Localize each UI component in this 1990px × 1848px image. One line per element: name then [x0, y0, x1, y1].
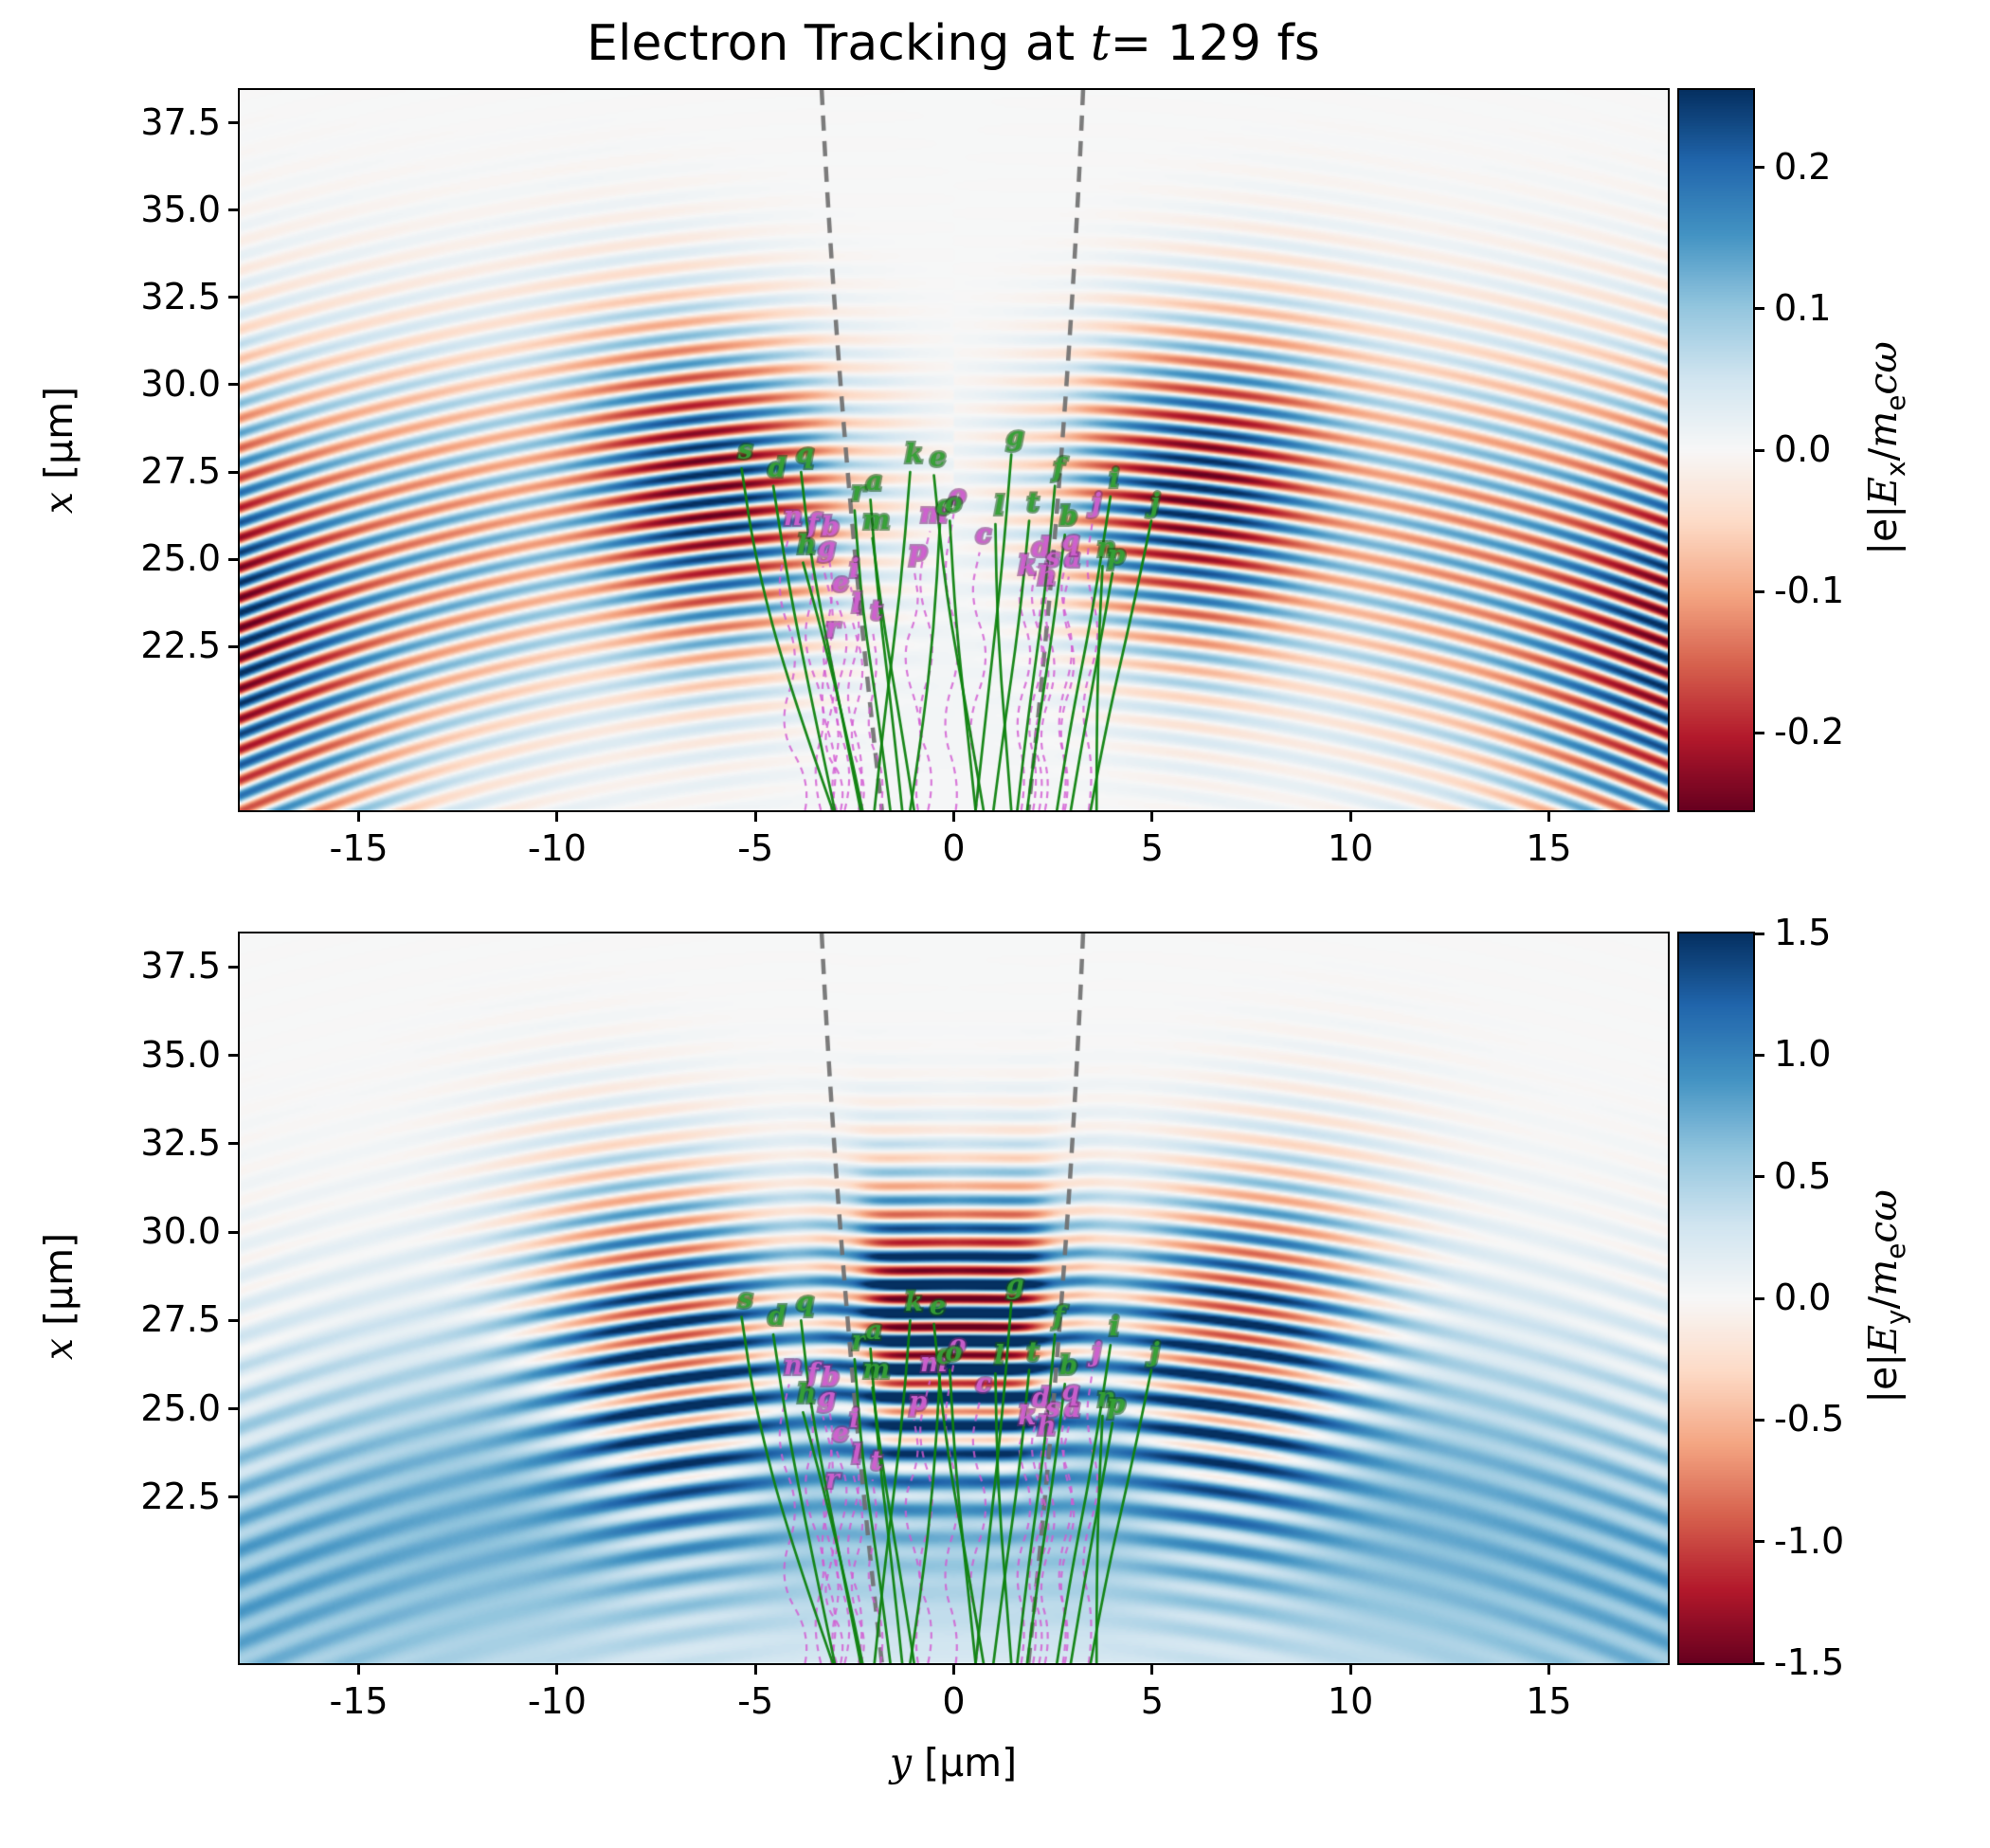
y-tick-mark: [228, 557, 238, 561]
colorbar-tick-label: -1.0: [1774, 1519, 1845, 1562]
x-tick-label: 0: [942, 1680, 966, 1722]
colorbar-tick-mark: [1755, 1418, 1764, 1422]
colorbar-label-ey: |e|Ey/mecω: [1859, 1189, 1912, 1404]
colorbar-ex: [1677, 88, 1755, 812]
colorbar-tick-label: -0.1: [1774, 570, 1845, 612]
y-tick-label: 30.0: [140, 1210, 221, 1253]
colorbar-tick-mark: [1755, 1296, 1764, 1300]
x-tick-mark: [1150, 1665, 1154, 1675]
colorbar-tick-label: -1.5: [1774, 1641, 1845, 1684]
y-tick-mark: [228, 1407, 238, 1411]
x-tick-label: 5: [1140, 827, 1164, 869]
colorbar-gradient-ey: [1679, 933, 1753, 1663]
x-tick-mark: [357, 812, 361, 822]
y-tick-label: 22.5: [140, 1475, 221, 1517]
x-tick-mark: [1547, 812, 1550, 822]
y-tick-label: 22.5: [140, 625, 221, 667]
x-tick-label: 15: [1526, 827, 1572, 869]
colorbar-tick-mark: [1755, 166, 1764, 170]
y-tick-label: 27.5: [140, 450, 221, 493]
colorbar-tick-label: -0.5: [1774, 1398, 1845, 1440]
xlabel: y [μm]: [889, 1740, 1018, 1785]
y-tick-mark: [228, 208, 238, 212]
y-tick-label: 32.5: [140, 276, 221, 318]
x-tick-label: 15: [1526, 1680, 1572, 1722]
x-tick-label: -10: [527, 1680, 587, 1722]
x-tick-label: -5: [737, 1680, 774, 1722]
x-tick-mark: [1150, 812, 1154, 822]
y-tick-mark: [228, 1495, 238, 1499]
field-canvas-ex: [240, 90, 1668, 810]
colorbar-tick-label: 0.2: [1774, 146, 1832, 189]
y-tick-label: 25.0: [140, 1386, 221, 1429]
x-tick-label: 10: [1327, 1680, 1374, 1722]
y-tick-label: 35.0: [140, 189, 221, 231]
colorbar-tick-label: 0.5: [1774, 1154, 1832, 1197]
y-tick-mark: [228, 383, 238, 387]
colorbar-tick-mark: [1755, 1540, 1764, 1544]
x-tick-label: -10: [527, 827, 587, 869]
axes-panel-ey: [238, 932, 1670, 1665]
y-tick-label: 35.0: [140, 1033, 221, 1076]
y-tick-mark: [228, 470, 238, 474]
x-tick-mark: [555, 812, 559, 822]
axes-panel-ex: [238, 88, 1670, 812]
y-tick-mark: [228, 965, 238, 969]
x-tick-mark: [952, 1665, 955, 1675]
colorbar-tick-label: 0.0: [1774, 1277, 1832, 1319]
colorbar-tick-label: 0.1: [1774, 287, 1832, 330]
colorbar-tick-mark: [1755, 448, 1764, 452]
x-tick-mark: [1348, 812, 1352, 822]
y-tick-mark: [228, 296, 238, 299]
y-tick-mark: [228, 1230, 238, 1234]
colorbar-tick-mark: [1755, 731, 1764, 734]
x-tick-label: -5: [737, 827, 774, 869]
x-tick-mark: [1547, 1665, 1550, 1675]
y-tick-mark: [228, 1318, 238, 1322]
x-tick-mark: [555, 1665, 559, 1675]
y-tick-label: 32.5: [140, 1121, 221, 1164]
x-tick-mark: [753, 1665, 757, 1675]
colorbar-gradient-ex: [1679, 90, 1753, 810]
y-tick-label: 30.0: [140, 363, 221, 406]
y-tick-label: 37.5: [140, 945, 221, 987]
x-tick-label: -15: [329, 827, 389, 869]
y-tick-label: 25.0: [140, 537, 221, 580]
x-tick-label: 0: [942, 827, 966, 869]
colorbar-label-ex: |e|Ex/mecω: [1859, 341, 1912, 555]
x-tick-mark: [753, 812, 757, 822]
colorbar-tick-label: -0.2: [1774, 711, 1845, 753]
x-tick-mark: [952, 812, 955, 822]
colorbar-tick-mark: [1755, 1661, 1764, 1665]
colorbar-tick-mark: [1755, 307, 1764, 311]
field-canvas-ey: [240, 933, 1668, 1663]
x-tick-mark: [1348, 1665, 1352, 1675]
colorbar-tick-mark: [1755, 1053, 1764, 1057]
colorbar-ey: [1677, 932, 1755, 1665]
y-tick-mark: [228, 644, 238, 648]
colorbar-tick-label: 0.0: [1774, 428, 1832, 471]
colorbar-tick-label: 1.0: [1774, 1033, 1832, 1076]
y-tick-mark: [228, 1142, 238, 1146]
y-tick-mark: [228, 1054, 238, 1058]
x-tick-label: 10: [1327, 827, 1374, 869]
colorbar-tick-mark: [1755, 589, 1764, 593]
x-tick-mark: [357, 1665, 361, 1675]
y-tick-label: 37.5: [140, 101, 221, 144]
colorbar-tick-mark: [1755, 932, 1764, 935]
x-tick-label: 5: [1140, 1680, 1164, 1722]
x-tick-label: -15: [329, 1680, 389, 1722]
y-tick-label: 27.5: [140, 1298, 221, 1341]
y-tick-mark: [228, 121, 238, 125]
colorbar-tick-label: 1.5: [1774, 912, 1832, 954]
colorbar-tick-mark: [1755, 1175, 1764, 1179]
figure-title: Electron Tracking at t= 129 fs: [587, 15, 1320, 72]
